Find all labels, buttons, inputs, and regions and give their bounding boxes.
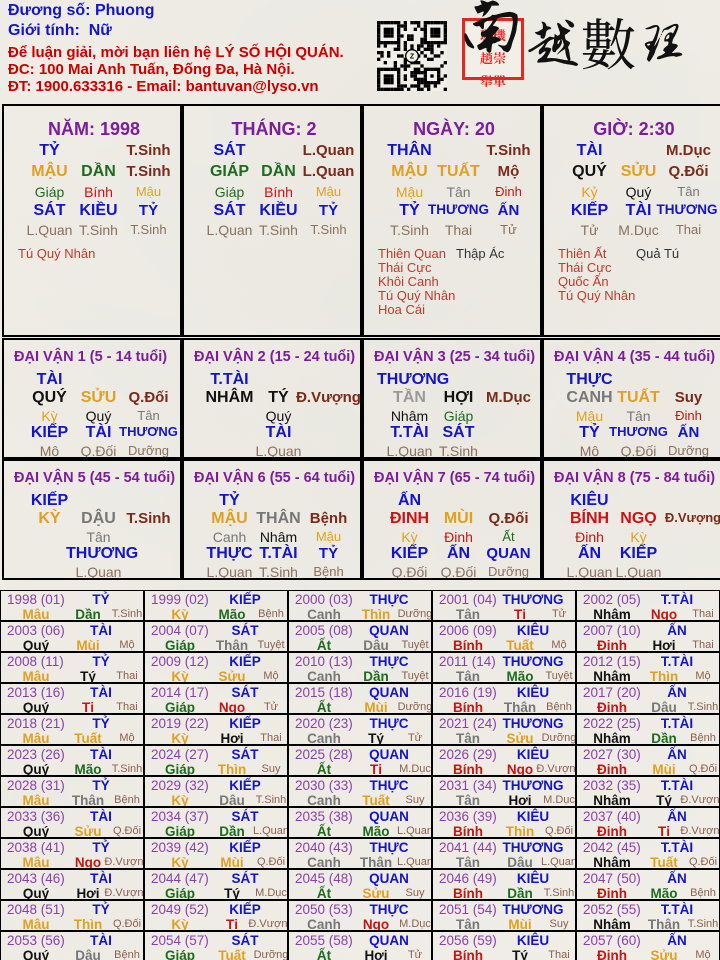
svg-text:Z: Z	[410, 53, 415, 60]
